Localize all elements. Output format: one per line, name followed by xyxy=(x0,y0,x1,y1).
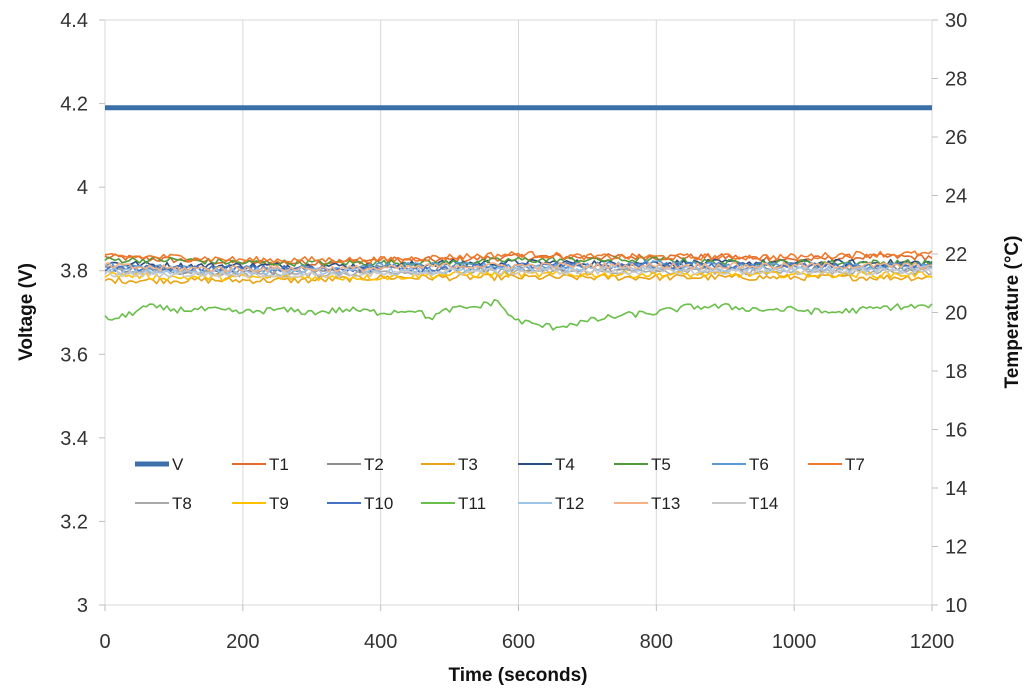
y-right-tick-label: 16 xyxy=(945,420,967,442)
x-tick-label: 1200 xyxy=(910,631,955,653)
x-tick-label: 200 xyxy=(226,631,259,653)
x-tick-label: 1000 xyxy=(772,631,817,653)
x-axis-label: Time (seconds) xyxy=(448,665,587,686)
series-line-t3 xyxy=(104,273,933,285)
legend-label-t8: T8 xyxy=(172,494,192,513)
legend-label-t10: T10 xyxy=(364,494,393,513)
y-right-tick-label: 18 xyxy=(945,361,967,383)
x-tick-label: 0 xyxy=(99,631,110,653)
y-left-tick-label: 3.4 xyxy=(60,428,88,450)
series-line-t7 xyxy=(104,250,933,264)
legend-label-t14: T14 xyxy=(749,494,778,513)
y-right-tick-label: 24 xyxy=(945,186,967,208)
y-left-tick-label: 3.8 xyxy=(60,261,88,283)
y-right-axis-ticks: 10 12 14 16 18 20 22 24 26 28 30 xyxy=(932,10,967,617)
legend-label-t12: T12 xyxy=(555,494,584,513)
y-right-tick-label: 12 xyxy=(945,537,967,559)
legend-label-v: V xyxy=(172,455,184,474)
legend-label-t7: T7 xyxy=(845,455,865,474)
y-left-tick-label: 3.6 xyxy=(60,344,88,366)
y-left-axis-label: Voltage (V) xyxy=(16,263,37,361)
y-left-tick-label: 4.4 xyxy=(60,10,88,32)
x-tick-label: 800 xyxy=(640,631,673,653)
legend-label-t13: T13 xyxy=(651,494,680,513)
y-right-tick-label: 30 xyxy=(945,10,967,32)
legend-label-t1: T1 xyxy=(269,455,289,474)
x-tick-label: 600 xyxy=(502,631,535,653)
y-right-tick-label: 14 xyxy=(945,478,967,500)
y-right-tick-label: 28 xyxy=(945,69,967,91)
legend-label-t2: T2 xyxy=(364,455,384,474)
y-left-tick-label: 4 xyxy=(77,177,88,199)
gridlines xyxy=(242,20,795,605)
series-line-t14 xyxy=(104,267,933,279)
legend-label-t6: T6 xyxy=(749,455,769,474)
legend-label-t11: T11 xyxy=(458,494,486,513)
x-axis-ticks: 0 200 400 600 800 1000 1200 xyxy=(99,605,954,653)
y-right-tick-label: 10 xyxy=(945,595,967,617)
y-right-tick-label: 26 xyxy=(945,127,967,149)
y-right-tick-label: 20 xyxy=(945,303,967,325)
y-right-axis-label: Temperature (°C) xyxy=(1002,236,1023,389)
y-left-tick-label: 3 xyxy=(77,595,88,617)
x-tick-label: 400 xyxy=(364,631,397,653)
series-layer xyxy=(104,105,933,331)
legend-label-t5: T5 xyxy=(651,455,671,474)
y-left-tick-label: 4.2 xyxy=(60,94,88,116)
y-left-tick-label: 3.2 xyxy=(60,511,88,533)
series-line-t11 xyxy=(104,298,933,331)
legend-label-t4: T4 xyxy=(555,455,575,474)
series-line-t13 xyxy=(104,261,933,273)
legend-label-t9: T9 xyxy=(269,494,289,513)
legend-label-t3: T3 xyxy=(458,455,478,474)
legend: V T1 T2 T3 T4 T5 T6 T7 T8 T9 T10 T11 T12 T13 T14 xyxy=(135,455,865,513)
y-right-tick-label: 22 xyxy=(945,244,967,266)
y-left-axis-ticks: 3 3.2 3.4 3.6 3.8 4 4.2 4.4 xyxy=(60,10,105,617)
